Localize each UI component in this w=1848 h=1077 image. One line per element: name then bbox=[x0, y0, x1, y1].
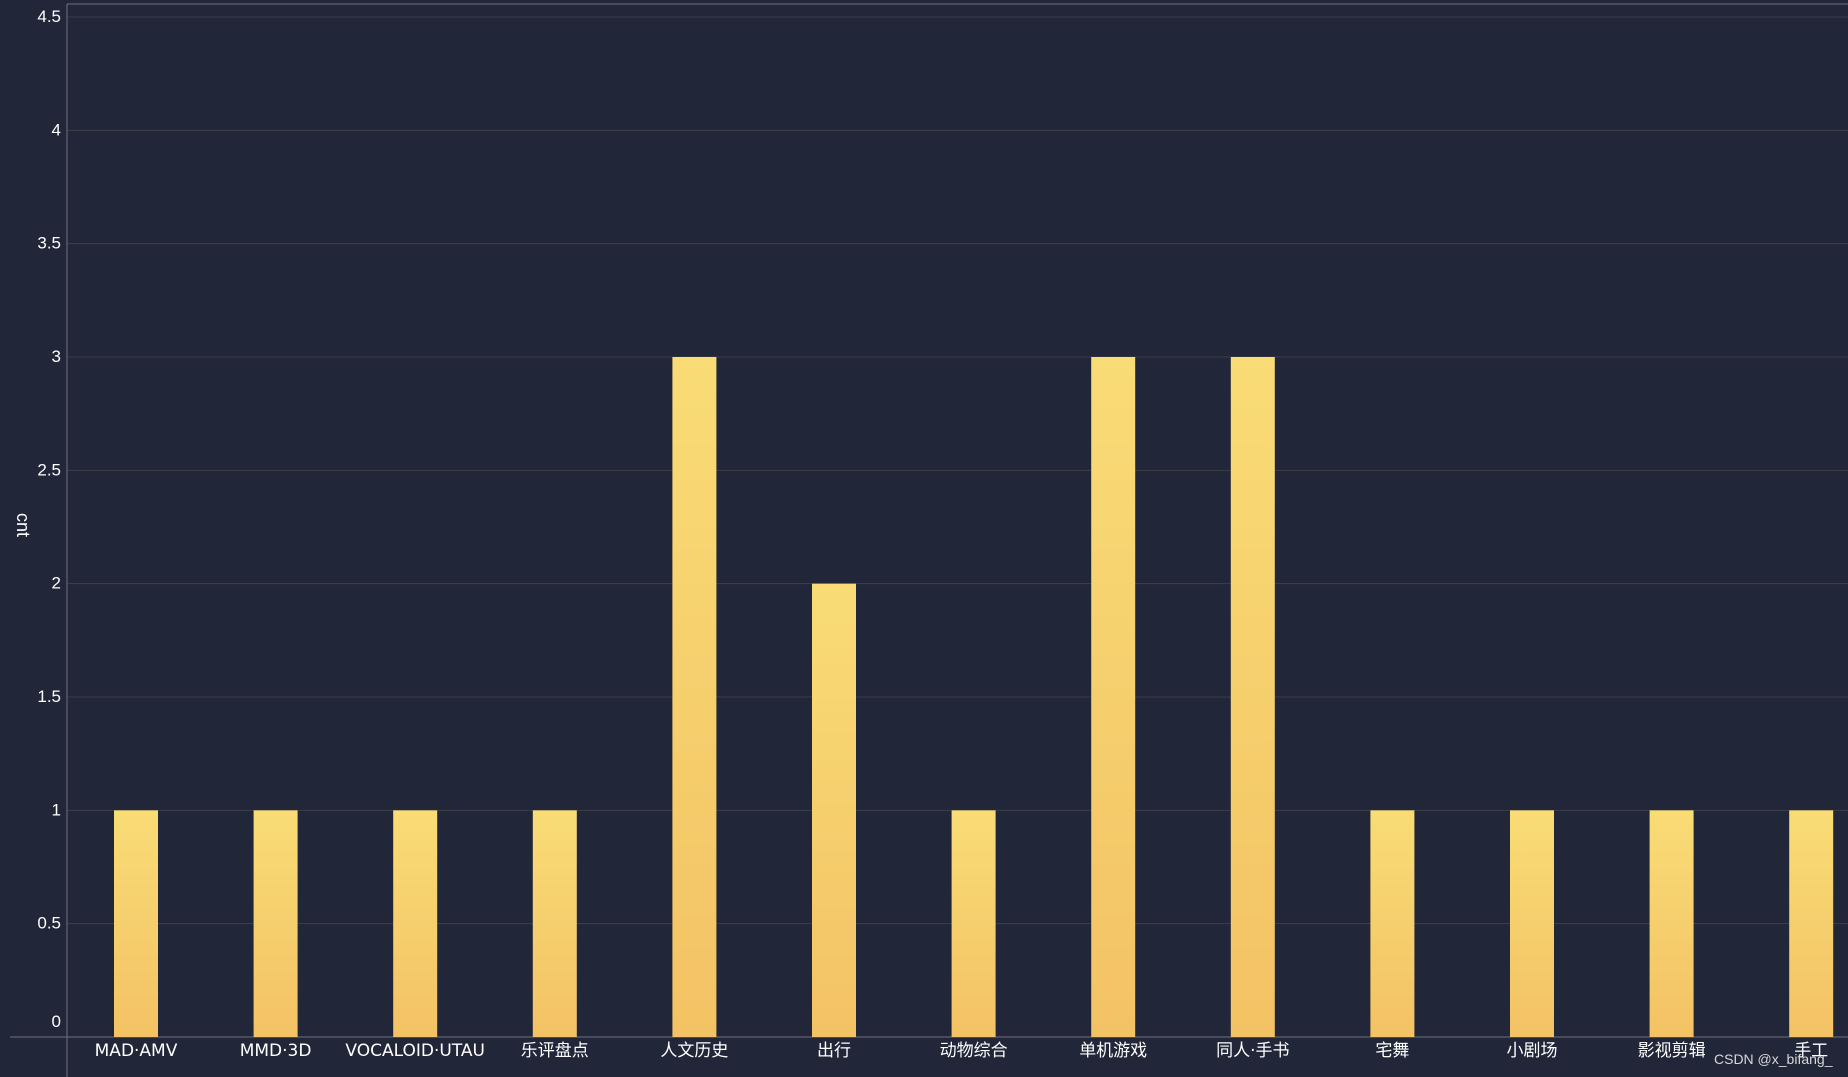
bar[interactable] bbox=[1091, 357, 1136, 1037]
y-tick-label: 1 bbox=[52, 800, 61, 819]
x-tick-label: 手工 bbox=[1794, 1041, 1828, 1061]
bar[interactable] bbox=[1370, 810, 1415, 1037]
bar[interactable] bbox=[393, 810, 438, 1037]
x-tick-label: 出行 bbox=[817, 1041, 851, 1061]
bar[interactable] bbox=[114, 810, 158, 1037]
bar[interactable] bbox=[812, 583, 856, 1037]
bar[interactable] bbox=[951, 810, 996, 1037]
y-tick-label: 0 bbox=[52, 1012, 61, 1031]
bar[interactable] bbox=[253, 810, 298, 1037]
bar[interactable] bbox=[672, 357, 717, 1037]
y-tick-label: 3 bbox=[52, 347, 61, 366]
y-tick-label: 0.5 bbox=[37, 914, 61, 933]
x-tick-label: 单机游戏 bbox=[1079, 1041, 1147, 1061]
y-tick-label: 4.5 bbox=[37, 7, 61, 26]
y-tick-label: 2.5 bbox=[37, 460, 61, 479]
x-tick-label: 人文历史 bbox=[660, 1041, 728, 1061]
bar[interactable] bbox=[1230, 357, 1275, 1037]
grid-lines bbox=[67, 16, 1848, 925]
y-tick-labels: 0 0.5 1 1.5 2 2.5 3 3.5 4 4.5 bbox=[37, 7, 61, 1031]
x-tick-label: 宅舞 bbox=[1375, 1041, 1409, 1061]
bar[interactable] bbox=[1649, 810, 1694, 1037]
x-tick-label: 小剧场 bbox=[1507, 1041, 1558, 1061]
watermark: CSDN @x_bifang_ bbox=[1714, 1051, 1833, 1067]
x-tick-labels: MAD·AMV MMD·3D VOCALOID·UTAU 乐评盘点 人文历史 出行 动物综合… bbox=[95, 1041, 1829, 1061]
x-tick-label: 动物综合 bbox=[940, 1041, 1008, 1061]
x-tick-label: 乐评盘点 bbox=[521, 1041, 589, 1061]
x-tick-label: 同人·手书 bbox=[1216, 1041, 1289, 1061]
bar[interactable] bbox=[1789, 810, 1834, 1037]
x-tick-label: 影视剪辑 bbox=[1638, 1041, 1706, 1061]
x-tick-label: VOCALOID·UTAU bbox=[345, 1041, 485, 1061]
bar[interactable] bbox=[1510, 810, 1554, 1037]
y-axis-title: cnt bbox=[13, 513, 33, 537]
y-tick-label: 2 bbox=[52, 574, 61, 593]
x-tick-label: MMD·3D bbox=[240, 1041, 312, 1061]
bar[interactable] bbox=[532, 810, 577, 1037]
x-tick-label: MAD·AMV bbox=[95, 1041, 178, 1061]
y-tick-label: 4 bbox=[52, 120, 61, 139]
bars bbox=[114, 357, 1834, 1037]
y-tick-label: 1.5 bbox=[37, 687, 61, 706]
y-tick-label: 3.5 bbox=[37, 234, 61, 253]
